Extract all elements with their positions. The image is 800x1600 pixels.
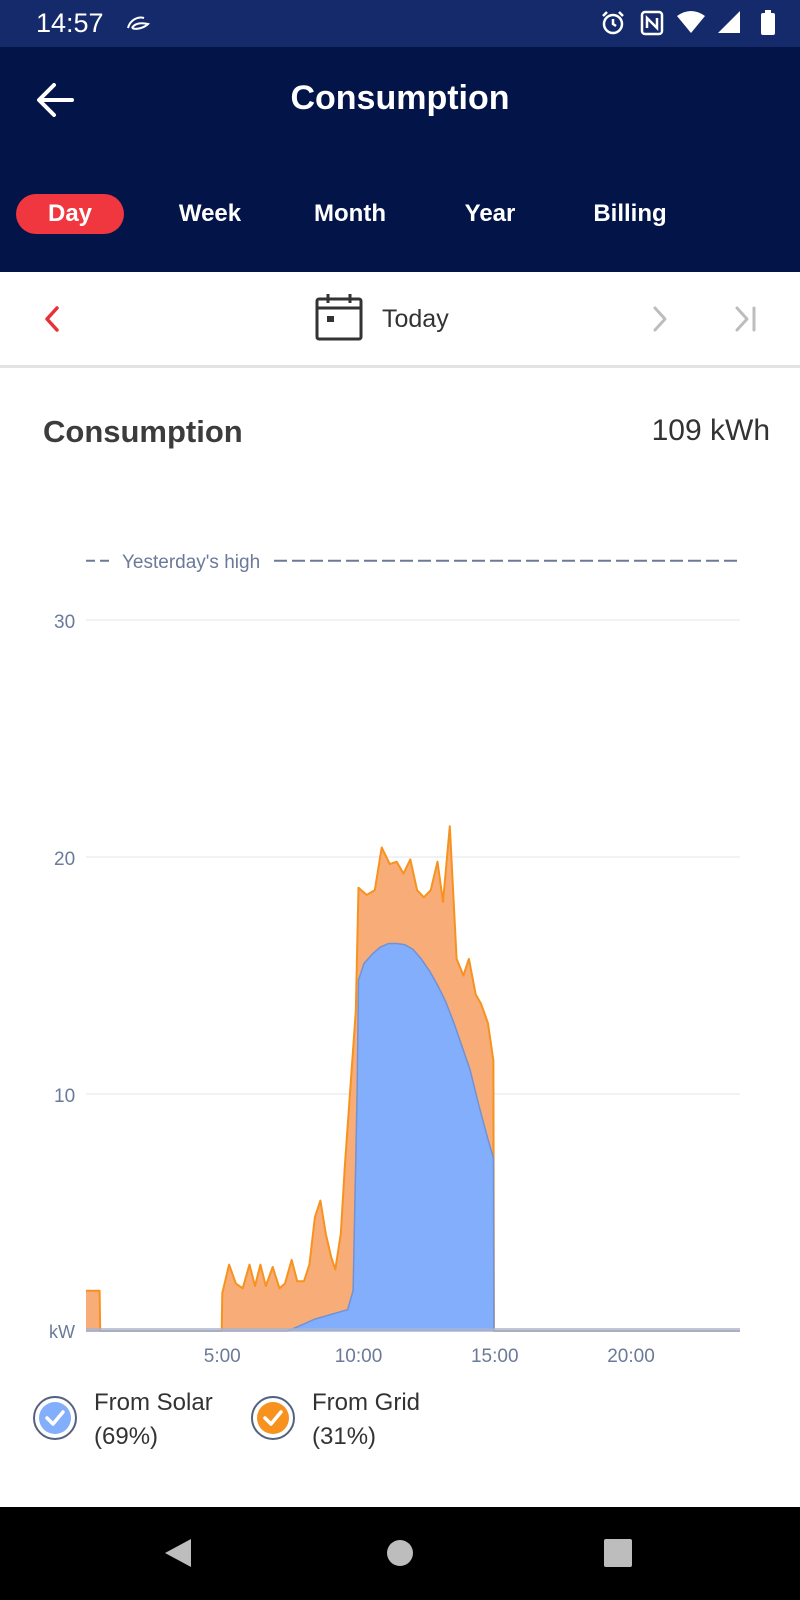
y-tick-label-20: 20 bbox=[54, 849, 75, 870]
x-tick-label-5-00: 5:00 bbox=[204, 1346, 241, 1367]
recents-square-icon[interactable] bbox=[604, 1539, 632, 1567]
signal-icon bbox=[718, 11, 740, 33]
x-tick-label-10-00: 10:00 bbox=[335, 1346, 383, 1367]
x-tick-label-15-00: 15:00 bbox=[471, 1346, 519, 1367]
nfc-icon bbox=[640, 10, 664, 36]
legend-solar-label: From Solar bbox=[94, 1389, 213, 1416]
app-header: Consumption Day Week Month Year Billing bbox=[0, 47, 800, 272]
wifi-icon bbox=[677, 11, 705, 33]
home-circle-icon[interactable] bbox=[386, 1539, 414, 1567]
chevron-left-icon[interactable] bbox=[40, 304, 64, 334]
battery-icon bbox=[761, 10, 775, 35]
alarm-icon bbox=[602, 11, 624, 35]
skip-to-end-icon[interactable] bbox=[732, 304, 762, 334]
solar-check-icon bbox=[33, 1396, 77, 1440]
tab-billing[interactable]: Billing bbox=[593, 200, 667, 227]
series-from-solar-area bbox=[86, 943, 740, 1331]
calendar-icon[interactable] bbox=[314, 292, 364, 342]
status-time: 14:57 bbox=[36, 8, 104, 38]
series-from-solar-line bbox=[86, 942, 740, 1332]
y-tick-label-30: 30 bbox=[54, 612, 75, 633]
system-navigation-bar bbox=[0, 1507, 800, 1600]
grid-check-icon bbox=[251, 1396, 295, 1440]
consumption-total: 109 kWh bbox=[651, 414, 770, 447]
page-title: Consumption bbox=[290, 79, 510, 117]
legend-grid-label: From Grid bbox=[312, 1389, 420, 1416]
tab-day[interactable]: Day bbox=[16, 194, 124, 234]
tab-year[interactable]: Year bbox=[464, 200, 516, 227]
back-triangle-icon[interactable] bbox=[163, 1537, 193, 1569]
chevron-right-icon[interactable] bbox=[648, 304, 672, 334]
x-tick-label-20-00: 20:00 bbox=[607, 1346, 655, 1367]
notification-glyph-icon bbox=[127, 16, 150, 30]
back-arrow-icon[interactable] bbox=[32, 77, 78, 123]
legend-solar-share: (69%) bbox=[94, 1423, 159, 1450]
tab-week[interactable]: Week bbox=[178, 200, 242, 227]
consumption-chart: 10 20 30 kW Yesterday's high 5:00 10:00 15:00 20… bbox=[49, 552, 740, 1367]
status-bar: 14:57 bbox=[0, 0, 800, 47]
series-from-grid-line bbox=[86, 825, 740, 1332]
tab-month[interactable]: Month bbox=[314, 200, 386, 227]
reference-line-label: Yesterday's high bbox=[122, 552, 260, 573]
consumption-label: Consumption bbox=[43, 414, 243, 449]
y-tick-label-10: 10 bbox=[54, 1086, 75, 1107]
y-axis-label: kW bbox=[49, 1322, 75, 1342]
date-navigation: Today bbox=[0, 272, 800, 368]
date-label[interactable]: Today bbox=[382, 305, 449, 333]
legend-grid-share: (31%) bbox=[312, 1423, 377, 1450]
